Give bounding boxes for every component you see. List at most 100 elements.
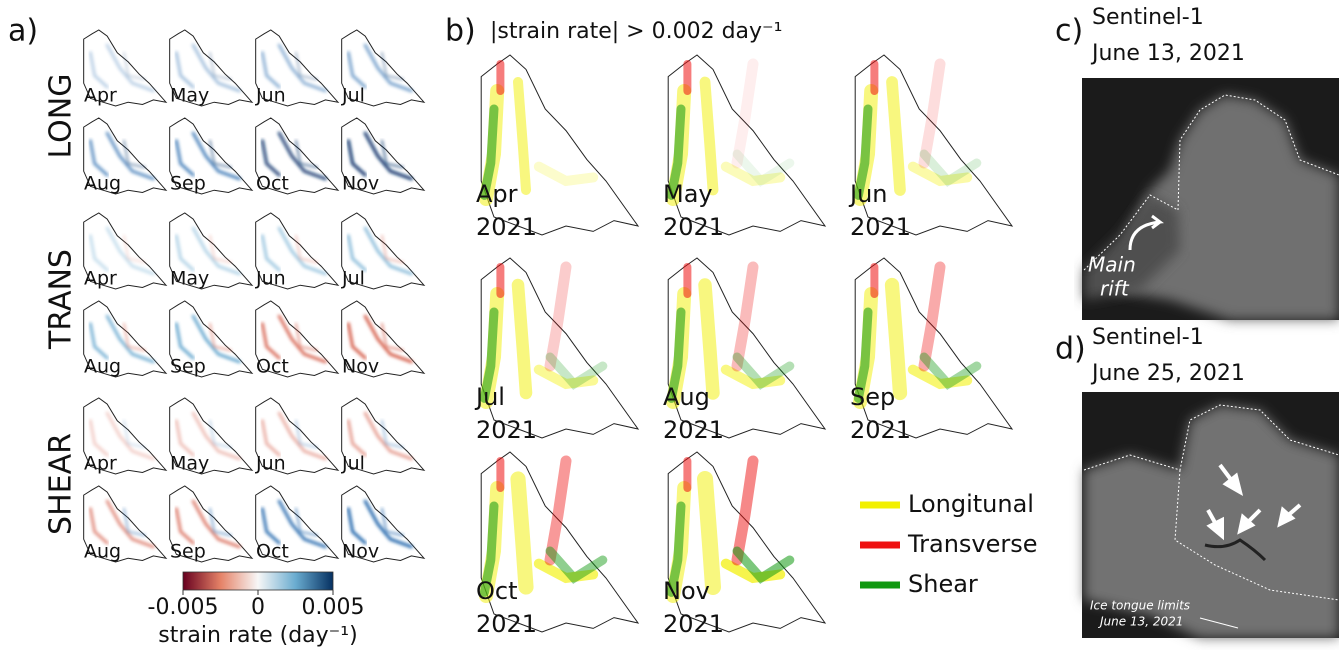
map-outline xyxy=(668,55,825,235)
map-outline xyxy=(170,486,252,562)
colorbar-tick-label: 0 xyxy=(251,595,265,620)
map-feature xyxy=(381,51,404,81)
colorbar-tick-label: -0.005 xyxy=(148,595,219,620)
map-year: 2021 xyxy=(850,213,911,241)
map-outline xyxy=(170,118,252,194)
map-month: Sep xyxy=(850,383,895,411)
month-label: May xyxy=(170,268,209,290)
map-feature xyxy=(381,322,404,352)
map xyxy=(256,486,338,562)
month-label: Aug xyxy=(84,356,121,378)
month-label: Aug xyxy=(84,173,121,195)
map xyxy=(668,258,825,438)
map-feature xyxy=(295,507,318,537)
map xyxy=(170,118,252,194)
map-feature xyxy=(277,499,327,549)
row-label: SHEAR xyxy=(44,433,79,535)
map-feature xyxy=(346,234,367,272)
map xyxy=(481,258,638,438)
map-outline xyxy=(256,301,338,377)
map-feature xyxy=(88,507,109,545)
map-feature xyxy=(533,161,599,187)
map-outline xyxy=(170,30,252,106)
satellite-image xyxy=(1082,78,1339,320)
month-label: Nov xyxy=(342,173,379,195)
map-month: Nov xyxy=(663,577,710,605)
map-year: 2021 xyxy=(663,416,724,444)
map-feature xyxy=(510,471,534,595)
map-outline xyxy=(342,213,424,289)
map xyxy=(170,301,252,377)
map xyxy=(170,30,252,106)
map xyxy=(855,258,1012,438)
map-feature xyxy=(732,546,795,584)
map-feature xyxy=(544,261,572,372)
map-feature xyxy=(853,104,873,200)
map-feature xyxy=(88,322,109,360)
map xyxy=(855,55,1012,235)
map-feature xyxy=(731,455,759,566)
map-feature xyxy=(277,314,327,364)
month-label: Apr xyxy=(84,268,117,290)
map-feature xyxy=(346,139,367,177)
map-feature xyxy=(533,558,599,584)
map-feature xyxy=(919,149,982,187)
map-feature xyxy=(918,58,946,169)
map-feature xyxy=(191,131,241,181)
panel-label: b) xyxy=(445,14,476,49)
map-feature xyxy=(105,226,155,276)
map xyxy=(256,301,338,377)
map xyxy=(342,486,424,562)
map-month: Jun xyxy=(848,180,888,208)
map-feature xyxy=(545,352,608,390)
map-feature xyxy=(174,139,195,177)
annotation: June 13, 2021 xyxy=(1098,615,1183,629)
map xyxy=(668,452,825,632)
map-feature xyxy=(191,411,241,461)
map-feature xyxy=(123,51,146,81)
month-label: Jul xyxy=(341,268,365,290)
map-year: 2021 xyxy=(663,213,724,241)
map-feature xyxy=(123,322,146,352)
map-outline xyxy=(170,301,252,377)
map-feature xyxy=(105,499,155,549)
panel-title: Sentinel-1 xyxy=(1092,5,1204,30)
colorbar-tick-label: 0.005 xyxy=(302,595,365,620)
month-label: Sep xyxy=(170,541,206,563)
map xyxy=(481,452,638,632)
map-outline xyxy=(84,486,166,562)
map-feature xyxy=(174,507,195,545)
map xyxy=(342,213,424,289)
map-feature xyxy=(720,161,786,187)
map xyxy=(342,118,424,194)
map xyxy=(84,118,166,194)
map-feature xyxy=(381,507,404,537)
map-feature xyxy=(174,419,195,457)
map xyxy=(84,486,166,562)
panel-title: June 25, 2021 xyxy=(1090,361,1245,386)
map-feature xyxy=(88,51,109,89)
map-feature xyxy=(698,278,720,400)
map-feature xyxy=(260,322,281,360)
annotation: rift xyxy=(1100,277,1130,301)
map-year: 2021 xyxy=(476,416,537,444)
map-feature xyxy=(191,226,241,276)
month-label: Jun xyxy=(255,268,286,290)
map-feature xyxy=(277,131,327,181)
map-outline xyxy=(481,258,638,438)
map-outline xyxy=(84,118,166,194)
map-feature xyxy=(277,43,327,93)
map-feature xyxy=(123,419,146,449)
map-outline xyxy=(855,258,1012,438)
map-feature xyxy=(88,139,109,177)
map-feature xyxy=(346,322,367,360)
map-feature xyxy=(346,419,367,457)
map-feature xyxy=(363,499,413,549)
annotation: Ice tongue limits xyxy=(1090,599,1190,613)
map-outline xyxy=(342,118,424,194)
map-feature xyxy=(295,322,318,352)
map-year: 2021 xyxy=(850,416,911,444)
map-month: Aug xyxy=(663,383,710,411)
map-outline xyxy=(668,258,825,438)
map-outline xyxy=(342,398,424,474)
